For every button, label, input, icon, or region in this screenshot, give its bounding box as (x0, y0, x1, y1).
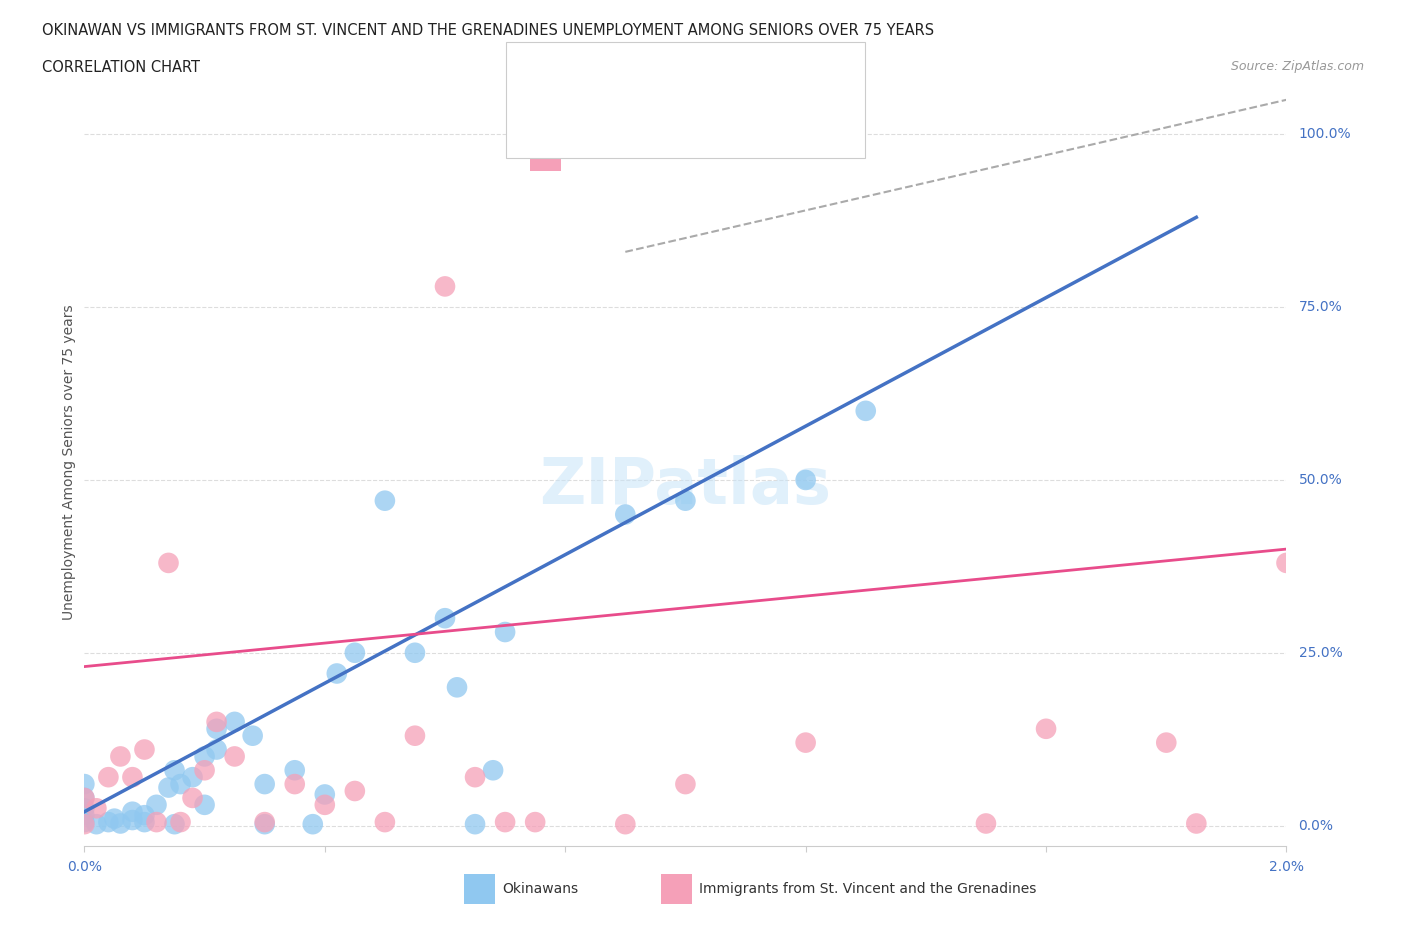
Text: OKINAWAN VS IMMIGRANTS FROM ST. VINCENT AND THE GRENADINES UNEMPLOYMENT AMONG SE: OKINAWAN VS IMMIGRANTS FROM ST. VINCENT … (42, 23, 935, 38)
Point (614, 507, 637, 522)
Text: ZIPatlas: ZIPatlas (540, 455, 831, 517)
Point (253, 777, 276, 791)
Point (97, 815, 120, 830)
Point (205, 722, 228, 737)
Point (374, 493, 396, 508)
Point (301, 817, 323, 831)
Text: R = 0.658   N = 44: R = 0.658 N = 44 (572, 67, 742, 85)
Point (494, 815, 516, 830)
Point (794, 472, 817, 487)
Point (157, 555, 180, 570)
Text: Source: ZipAtlas.com: Source: ZipAtlas.com (1230, 60, 1364, 73)
Point (224, 749, 246, 764)
Point (434, 611, 457, 626)
Point (145, 815, 167, 830)
Point (205, 742, 228, 757)
Text: 0.0%: 0.0% (67, 860, 101, 874)
Point (314, 787, 336, 802)
Text: R =  0.312   N = 32: R = 0.312 N = 32 (572, 129, 748, 147)
Point (157, 780, 180, 795)
Point (343, 645, 366, 660)
Point (1275, 555, 1298, 570)
Point (181, 790, 204, 805)
Point (464, 770, 486, 785)
Point (73, 777, 96, 791)
Point (205, 714, 228, 729)
Point (614, 817, 637, 831)
Point (404, 645, 426, 660)
Text: 25.0%: 25.0% (1299, 645, 1343, 659)
Text: 2.0%: 2.0% (1270, 860, 1303, 874)
Point (145, 797, 167, 812)
Point (73, 801, 96, 816)
Point (97, 770, 120, 785)
Text: Immigrants from St. Vincent and the Grenadines: Immigrants from St. Vincent and the Gren… (699, 882, 1036, 897)
Point (110, 816, 132, 830)
Point (194, 763, 217, 777)
Point (464, 817, 486, 831)
Point (181, 770, 204, 785)
Point (253, 817, 276, 831)
Point (110, 749, 132, 764)
Point (134, 815, 156, 830)
Point (134, 808, 156, 823)
Point (103, 811, 125, 826)
Point (284, 763, 307, 777)
Text: Okinawans: Okinawans (502, 882, 578, 897)
Point (794, 736, 817, 751)
Point (855, 404, 877, 418)
Point (374, 815, 396, 830)
Point (86, 817, 108, 831)
Text: CORRELATION CHART: CORRELATION CHART (42, 60, 200, 75)
Point (974, 816, 997, 830)
Point (446, 680, 468, 695)
Point (434, 279, 457, 294)
Point (284, 777, 307, 791)
Point (583, 126, 606, 141)
Point (326, 666, 349, 681)
Y-axis label: Unemployment Among Seniors over 75 years: Unemployment Among Seniors over 75 years (62, 305, 76, 620)
Point (224, 714, 246, 729)
Point (675, 493, 697, 508)
Point (253, 815, 276, 830)
Point (73, 817, 96, 831)
Point (163, 763, 186, 777)
Text: 100.0%: 100.0% (1299, 127, 1351, 141)
Point (1185, 816, 1208, 830)
Point (73, 815, 96, 830)
Point (73, 808, 96, 823)
Point (73, 790, 96, 805)
Point (1156, 736, 1178, 751)
Point (73, 790, 96, 805)
Text: 50.0%: 50.0% (1299, 473, 1343, 487)
Point (163, 817, 186, 831)
Point (482, 763, 505, 777)
Point (1035, 722, 1057, 737)
Point (675, 777, 697, 791)
Point (169, 815, 191, 830)
Point (86, 801, 108, 816)
Point (134, 742, 156, 757)
Point (194, 749, 217, 764)
Point (194, 797, 217, 812)
Point (121, 813, 143, 828)
Point (121, 804, 143, 819)
Point (169, 777, 191, 791)
Point (314, 797, 336, 812)
Point (404, 728, 426, 743)
Point (494, 625, 516, 640)
Point (343, 784, 366, 799)
Point (121, 770, 143, 785)
Text: 0.0%: 0.0% (1299, 818, 1333, 832)
Point (242, 728, 264, 743)
Point (524, 815, 547, 830)
Text: 75.0%: 75.0% (1299, 300, 1343, 314)
